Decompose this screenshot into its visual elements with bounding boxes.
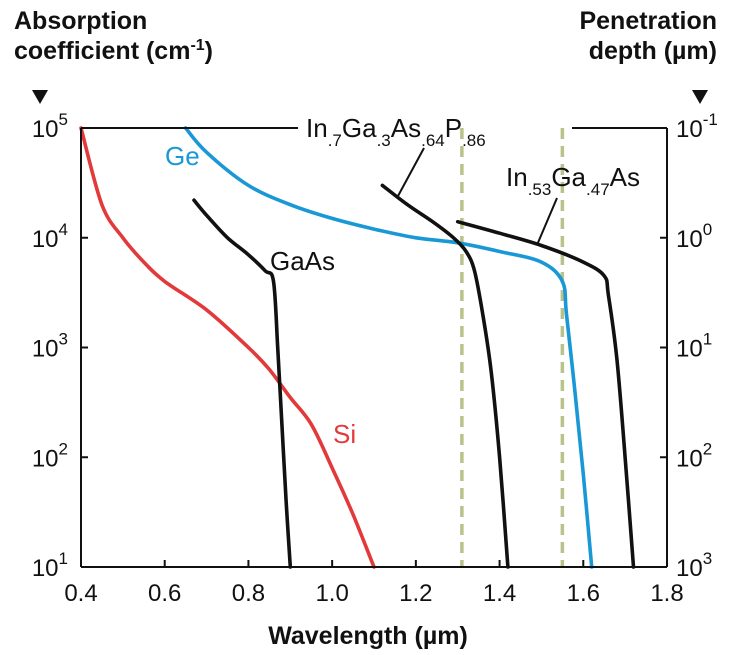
left-axis-arrow-icon [32,90,48,104]
x-tick-label: 1.8 [650,580,683,607]
right-axis-title-line1: Penetration [579,7,717,35]
series-line-ingaasp [380,183,510,569]
right-tick-label: 100 [676,220,712,253]
ingaas-label: In.53Ga.47As [506,162,640,199]
x-tick-label: 0.4 [64,580,97,607]
left-axis-title: Absorption coefficient (cm-1) [14,6,213,70]
x-tick-label: 1.4 [483,580,516,607]
ingaas-leader-line [536,197,558,246]
series-line-si [79,126,376,569]
x-axis-title: Wavelength (µm) [268,622,468,650]
left-tick-label: 105 [32,110,68,143]
series-line-gaas [192,198,293,569]
right-tick-label: 102 [676,439,712,472]
left-tick-label: 104 [32,220,68,253]
series-line-ge [183,126,594,569]
ingaasp-leader-line [397,147,425,197]
gaas-label: GaAs [270,246,335,276]
right-axis-title: Penetration depth (µm) [579,6,717,66]
right-tick-label: 10-1 [676,110,718,143]
right-axis-arrow-icon [692,90,708,104]
ge-label: Ge [165,141,200,171]
left-tick-label: 103 [32,330,68,363]
x-tick-label: 1.6 [567,580,600,607]
x-tick-label: 1.2 [399,580,432,607]
series-line-ingaas [455,219,636,569]
right-tick-label: 103 [676,549,712,582]
si-label: Si [333,419,356,449]
x-tick-label: 0.8 [232,580,265,607]
x-tick-label: 0.6 [148,580,181,607]
right-axis-title-line2: depth (µm) [588,37,717,65]
left-axis-title-line2: coefficient (cm-1) [14,37,213,65]
ingaasp-label: In.7Ga.3As.64P.86 [306,113,486,150]
left-tick-label: 101 [32,549,68,582]
left-tick-label: 102 [32,439,68,472]
x-tick-label: 1.0 [315,580,348,607]
left-axis-title-line1: Absorption [14,7,148,35]
right-tick-label: 101 [676,330,712,363]
